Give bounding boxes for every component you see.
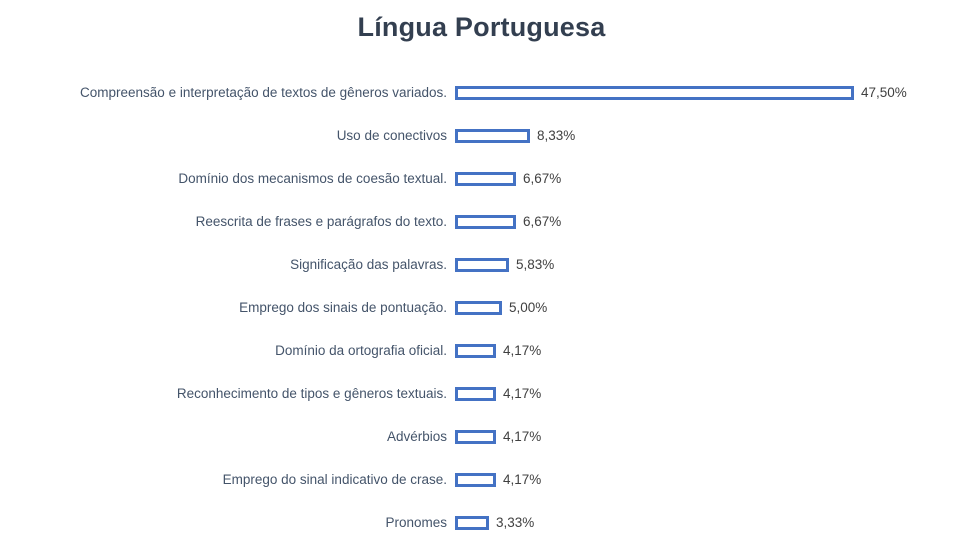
bar-track: 3,33% bbox=[455, 515, 963, 530]
category-label: Reconhecimento de tipos e gêneros textua… bbox=[176, 386, 447, 401]
category-label: Significação das palavras. bbox=[290, 257, 447, 272]
bar-row: Significação das palavras. 5,83% bbox=[0, 243, 963, 286]
bar-track: 6,67% bbox=[455, 214, 963, 229]
value-label: 6,67% bbox=[523, 214, 562, 229]
bar-track: 5,83% bbox=[455, 257, 963, 272]
value-label: 4,17% bbox=[503, 386, 542, 401]
category-label: Emprego do sinal indicativo de crase. bbox=[222, 472, 447, 487]
bar bbox=[455, 171, 516, 186]
value-label: 6,67% bbox=[523, 171, 562, 186]
value-label: 5,83% bbox=[516, 257, 555, 272]
bar bbox=[455, 343, 496, 358]
bar-track: 4,17% bbox=[455, 343, 963, 358]
bar-track: 47,50% bbox=[455, 85, 963, 100]
bar bbox=[455, 386, 496, 401]
bar-row: Emprego do sinal indicativo de crase. 4,1… bbox=[0, 458, 963, 501]
value-label: 3,33% bbox=[496, 515, 535, 530]
category-label: Domínio dos mecanismos de coesão textual… bbox=[178, 171, 447, 186]
bar-row: Uso de conectivos 8,33% bbox=[0, 114, 963, 157]
bar-track: 4,17% bbox=[455, 472, 963, 487]
bar-track: 8,33% bbox=[455, 128, 963, 143]
bar bbox=[455, 300, 502, 315]
bar-row: Domínio da ortografia oficial. 4,17% bbox=[0, 329, 963, 372]
bar-chart: Compreensão e interpretação de textos de… bbox=[0, 71, 963, 544]
value-label: 4,17% bbox=[503, 343, 542, 358]
bar-row: Emprego dos sinais de pontuação. 5,00% bbox=[0, 286, 963, 329]
value-label: 8,33% bbox=[537, 128, 576, 143]
value-label: 47,50% bbox=[861, 85, 907, 100]
bar-row: Advérbios 4,17% bbox=[0, 415, 963, 458]
category-label: Compreensão e interpretação de textos de… bbox=[80, 85, 447, 100]
category-label: Domínio da ortografia oficial. bbox=[275, 343, 447, 358]
value-label: 4,17% bbox=[503, 472, 542, 487]
bar-row: Domínio dos mecanismos de coesão textual… bbox=[0, 157, 963, 200]
chart-title: Língua Portuguesa bbox=[357, 12, 606, 42]
bar bbox=[455, 85, 854, 100]
bar bbox=[455, 257, 509, 272]
bar-row: Reescrita de frases e parágrafos do text… bbox=[0, 200, 963, 243]
bar bbox=[455, 128, 530, 143]
category-label: Uso de conectivos bbox=[336, 128, 447, 143]
bar bbox=[455, 429, 496, 444]
category-label: Emprego dos sinais de pontuação. bbox=[239, 300, 447, 315]
category-label: Pronomes bbox=[385, 515, 447, 530]
bar-track: 6,67% bbox=[455, 171, 963, 186]
bar-row: Compreensão e interpretação de textos de… bbox=[0, 71, 963, 114]
value-label: 4,17% bbox=[503, 429, 542, 444]
bar-track: 4,17% bbox=[455, 429, 963, 444]
category-label: Reescrita de frases e parágrafos do text… bbox=[195, 214, 447, 229]
bar bbox=[455, 515, 489, 530]
category-label: Advérbios bbox=[386, 429, 447, 444]
bar-row: Reconhecimento de tipos e gêneros textua… bbox=[0, 372, 963, 415]
value-label: 5,00% bbox=[509, 300, 548, 315]
bar bbox=[455, 214, 516, 229]
bar-track: 4,17% bbox=[455, 386, 963, 401]
bar-row: Pronomes 3,33% bbox=[0, 501, 963, 544]
bar-track: 5,00% bbox=[455, 300, 963, 315]
bar bbox=[455, 472, 496, 487]
